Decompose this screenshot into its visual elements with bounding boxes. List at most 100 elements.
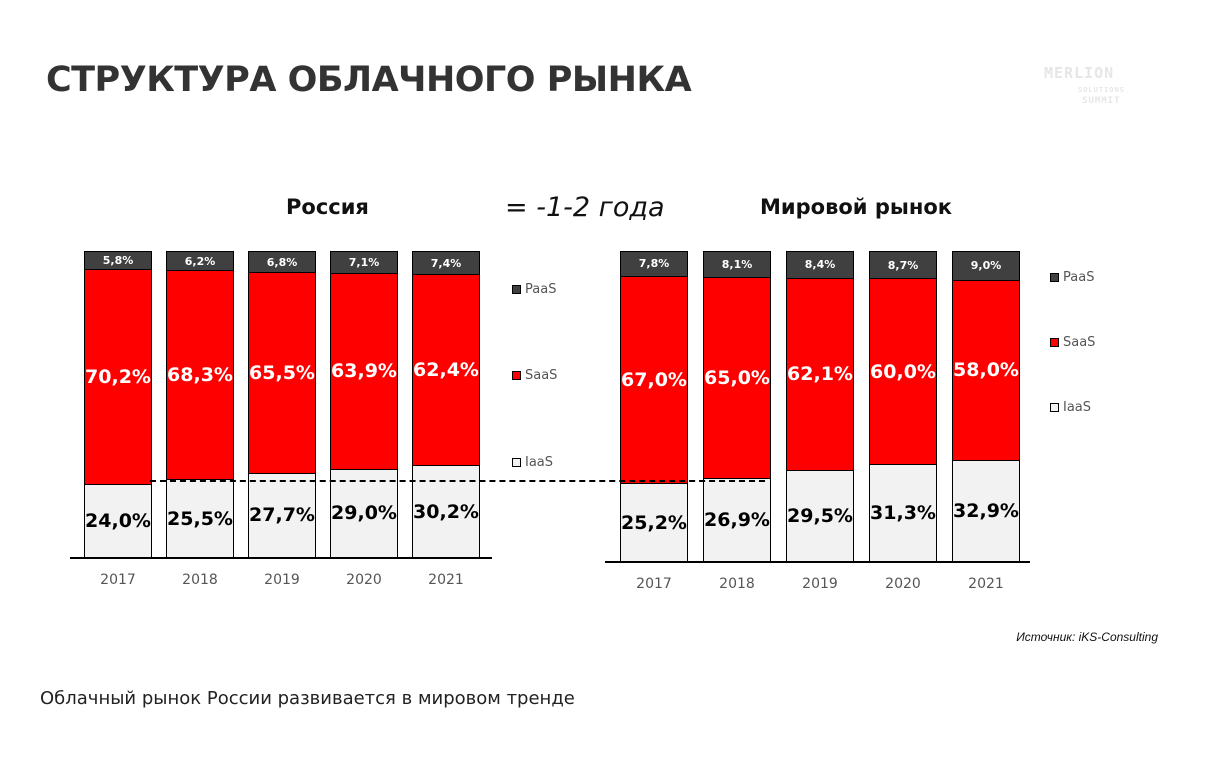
legend-swatch bbox=[1050, 338, 1059, 347]
data-label: 27,7% bbox=[249, 504, 315, 527]
data-label: 26,9% bbox=[704, 509, 770, 532]
bar-saas-2021: 58,0% bbox=[952, 279, 1020, 461]
bar-saas-2019: 65,5% bbox=[248, 271, 316, 474]
data-label: 6,2% bbox=[184, 254, 216, 268]
data-label: 68,3% bbox=[167, 364, 233, 387]
bar-saas-2020: 60,0% bbox=[869, 277, 937, 466]
data-label: 70,2% bbox=[85, 365, 151, 388]
bar-paas-2018: 6,2% bbox=[166, 251, 234, 272]
data-label: 25,5% bbox=[167, 507, 233, 530]
legend-swatch bbox=[1050, 403, 1059, 412]
merlion-logo: MERLION SOLUTIONS SUMMIT bbox=[1042, 64, 1140, 124]
logo-text-3: SUMMIT bbox=[1082, 96, 1121, 106]
bar-paas-2020: 7,1% bbox=[330, 251, 398, 275]
data-label: 6,8% bbox=[266, 255, 298, 269]
x-axis-line bbox=[605, 561, 1030, 563]
x-tick-label: 2018 bbox=[182, 572, 218, 588]
bar-paas-2020: 8,7% bbox=[869, 251, 937, 280]
data-label: 29,5% bbox=[787, 505, 853, 528]
bar-saas-2020: 63,9% bbox=[330, 272, 398, 470]
x-tick-label: 2020 bbox=[346, 572, 382, 588]
legend-item-paas: PaaS bbox=[1050, 270, 1094, 285]
lag-annotation: = -1-2 года bbox=[505, 192, 665, 223]
data-label: 65,0% bbox=[704, 366, 770, 389]
bar-iaas-2020: 29,0% bbox=[330, 468, 398, 559]
bar-iaas-2018: 26,9% bbox=[703, 477, 771, 563]
bar-paas-2017: 7,8% bbox=[620, 251, 688, 277]
legend-label: SaaS bbox=[1063, 335, 1096, 350]
logo-text-2: SOLUTIONS bbox=[1078, 86, 1125, 94]
data-label: 25,2% bbox=[621, 511, 687, 534]
data-label: 7,1% bbox=[348, 256, 380, 270]
data-label: 62,1% bbox=[787, 363, 853, 386]
legend-swatch bbox=[512, 458, 521, 467]
data-label: 24,0% bbox=[85, 510, 151, 533]
data-label: 62,4% bbox=[413, 358, 479, 381]
legend-label: SaaS bbox=[525, 368, 558, 383]
bar-paas-2017: 5,8% bbox=[84, 251, 152, 271]
x-tick-label: 2017 bbox=[100, 572, 136, 588]
legend-item-iaas: IaaS bbox=[1050, 400, 1091, 415]
x-tick-label: 2021 bbox=[428, 572, 464, 588]
legend-item-paas: PaaS bbox=[512, 282, 556, 297]
legend-label: IaaS bbox=[1063, 400, 1092, 415]
legend-label: PaaS bbox=[525, 282, 557, 297]
bar-saas-2019: 62,1% bbox=[786, 277, 854, 472]
bar-paas-2019: 8,4% bbox=[786, 251, 854, 279]
data-label: 63,9% bbox=[331, 360, 397, 383]
page-title: СТРУКТУРА ОБЛАЧНОГО РЫНКА bbox=[46, 60, 692, 100]
bar-paas-2021: 9,0% bbox=[952, 251, 1020, 281]
data-label: 31,3% bbox=[870, 502, 936, 525]
x-tick-label: 2021 bbox=[968, 576, 1004, 592]
bar-iaas-2020: 31,3% bbox=[869, 463, 937, 563]
data-label: 7,4% bbox=[430, 256, 462, 270]
x-tick-label: 2019 bbox=[264, 572, 300, 588]
logo-text-1: MERLION bbox=[1044, 64, 1115, 82]
x-axis-line bbox=[70, 557, 492, 559]
legend-item-saas: SaaS bbox=[512, 368, 557, 383]
data-label: 58,0% bbox=[953, 358, 1019, 381]
data-label: 29,0% bbox=[331, 502, 397, 525]
bar-iaas-2017: 25,2% bbox=[620, 482, 688, 563]
x-tick-label: 2017 bbox=[636, 576, 672, 592]
data-label: 60,0% bbox=[870, 360, 936, 383]
bar-iaas-2017: 24,0% bbox=[84, 483, 152, 559]
data-label: 8,1% bbox=[721, 257, 753, 271]
bar-saas-2017: 70,2% bbox=[84, 268, 152, 486]
comparison-dashed-line bbox=[150, 480, 765, 482]
data-label: 8,7% bbox=[887, 258, 919, 272]
legend-swatch bbox=[1050, 273, 1059, 282]
x-tick-label: 2019 bbox=[802, 576, 838, 592]
legend-label: PaaS bbox=[1063, 270, 1095, 285]
data-label: 32,9% bbox=[953, 499, 1019, 522]
chart-title-russia: Россия bbox=[286, 195, 369, 219]
bar-iaas-2018: 25,5% bbox=[166, 478, 234, 559]
data-label: 67,0% bbox=[621, 368, 687, 391]
legend-swatch bbox=[512, 371, 521, 380]
bar-iaas-2019: 29,5% bbox=[786, 469, 854, 563]
bar-paas-2019: 6,8% bbox=[248, 251, 316, 274]
data-label: 65,5% bbox=[249, 361, 315, 384]
data-label: 9,0% bbox=[970, 259, 1002, 273]
bar-saas-2021: 62,4% bbox=[412, 273, 480, 467]
legend-item-iaas: IaaS bbox=[512, 455, 553, 470]
bar-paas-2018: 8,1% bbox=[703, 251, 771, 278]
legend-swatch bbox=[512, 285, 521, 294]
x-tick-label: 2020 bbox=[885, 576, 921, 592]
bar-saas-2017: 67,0% bbox=[620, 275, 688, 485]
data-label: 5,8% bbox=[102, 254, 134, 268]
source-note: Источник: iKS-Consulting bbox=[1016, 630, 1158, 644]
data-label: 30,2% bbox=[413, 500, 479, 523]
bar-paas-2021: 7,4% bbox=[412, 251, 480, 276]
bar-saas-2018: 65,0% bbox=[703, 276, 771, 480]
legend-label: IaaS bbox=[525, 455, 554, 470]
legend-item-saas: SaaS bbox=[1050, 335, 1095, 350]
bar-iaas-2019: 27,7% bbox=[248, 472, 316, 559]
bar-iaas-2021: 30,2% bbox=[412, 464, 480, 559]
bar-iaas-2021: 32,9% bbox=[952, 459, 1020, 563]
x-tick-label: 2018 bbox=[719, 576, 755, 592]
chart-title-world: Мировой рынок bbox=[760, 195, 953, 219]
footer-text: Облачный рынок России развивается в миро… bbox=[40, 688, 575, 709]
data-label: 8,4% bbox=[804, 258, 836, 272]
data-label: 7,8% bbox=[638, 257, 670, 271]
